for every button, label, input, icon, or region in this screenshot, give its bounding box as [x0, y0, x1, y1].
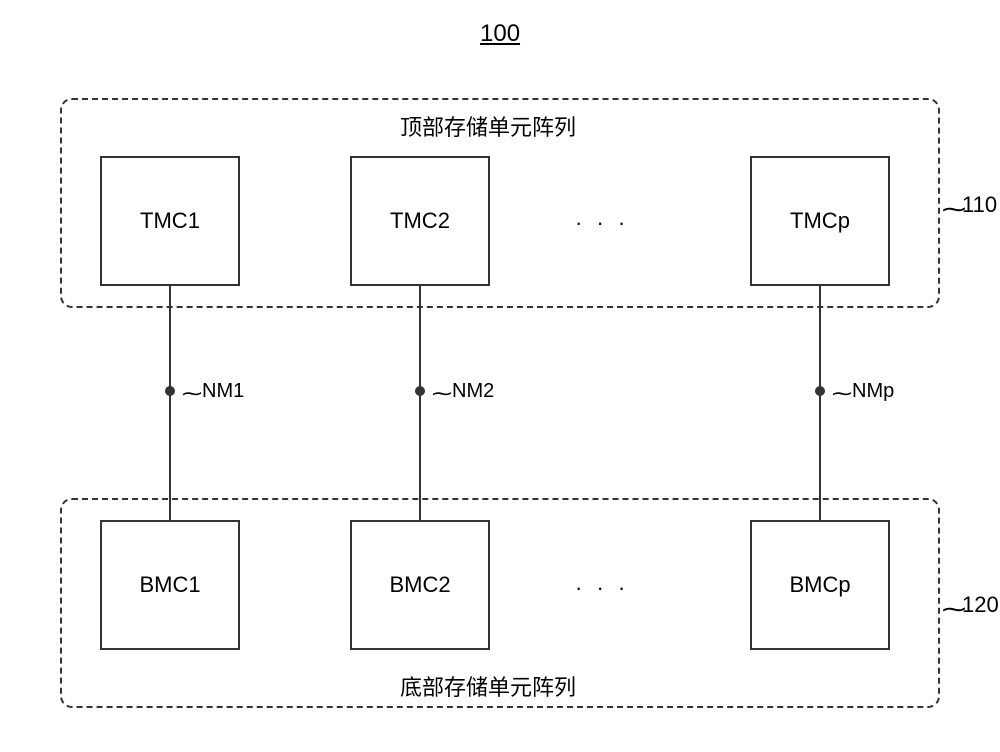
node-label-3: NMp: [852, 380, 894, 403]
node-label-1: NM1: [202, 380, 244, 403]
node-tilde-2: ⁓: [432, 381, 452, 406]
cell-tmc2: TMC2: [350, 156, 490, 286]
node-dot-3: [815, 386, 825, 396]
cell-bmc2-label: BMC2: [389, 572, 450, 598]
top-ref-label: 110: [962, 192, 997, 218]
node-dot-1: [165, 386, 175, 396]
cell-tmc2-label: TMC2: [390, 208, 450, 234]
diagram-container: 100 顶部存储单元阵列 TMC1 TMC2 TMCp · · · ⁓ 110 …: [0, 0, 1000, 752]
connector-3: [819, 286, 821, 520]
cell-tmc1: TMC1: [100, 156, 240, 286]
cell-bmc1-label: BMC1: [139, 572, 200, 598]
node-tilde-3: ⁓: [832, 381, 852, 406]
top-array-title: 顶部存储单元阵列: [400, 110, 576, 142]
connector-1: [169, 286, 171, 520]
main-label: 100: [480, 20, 520, 48]
bottom-ellipsis: · · ·: [575, 575, 629, 601]
cell-bmc2: BMC2: [350, 520, 490, 650]
node-tilde-1: ⁓: [182, 381, 202, 406]
cell-tmcp: TMCp: [750, 156, 890, 286]
top-ellipsis: · · ·: [575, 210, 629, 236]
cell-tmc1-label: TMC1: [140, 208, 200, 234]
bottom-ref-label: 120: [962, 592, 999, 618]
cell-bmcp: BMCp: [750, 520, 890, 650]
bottom-array-title: 底部存储单元阵列: [400, 670, 576, 702]
node-label-2: NM2: [452, 380, 494, 403]
connector-2: [419, 286, 421, 520]
node-dot-2: [415, 386, 425, 396]
cell-tmcp-label: TMCp: [790, 208, 850, 234]
cell-bmc1: BMC1: [100, 520, 240, 650]
cell-bmcp-label: BMCp: [789, 572, 850, 598]
